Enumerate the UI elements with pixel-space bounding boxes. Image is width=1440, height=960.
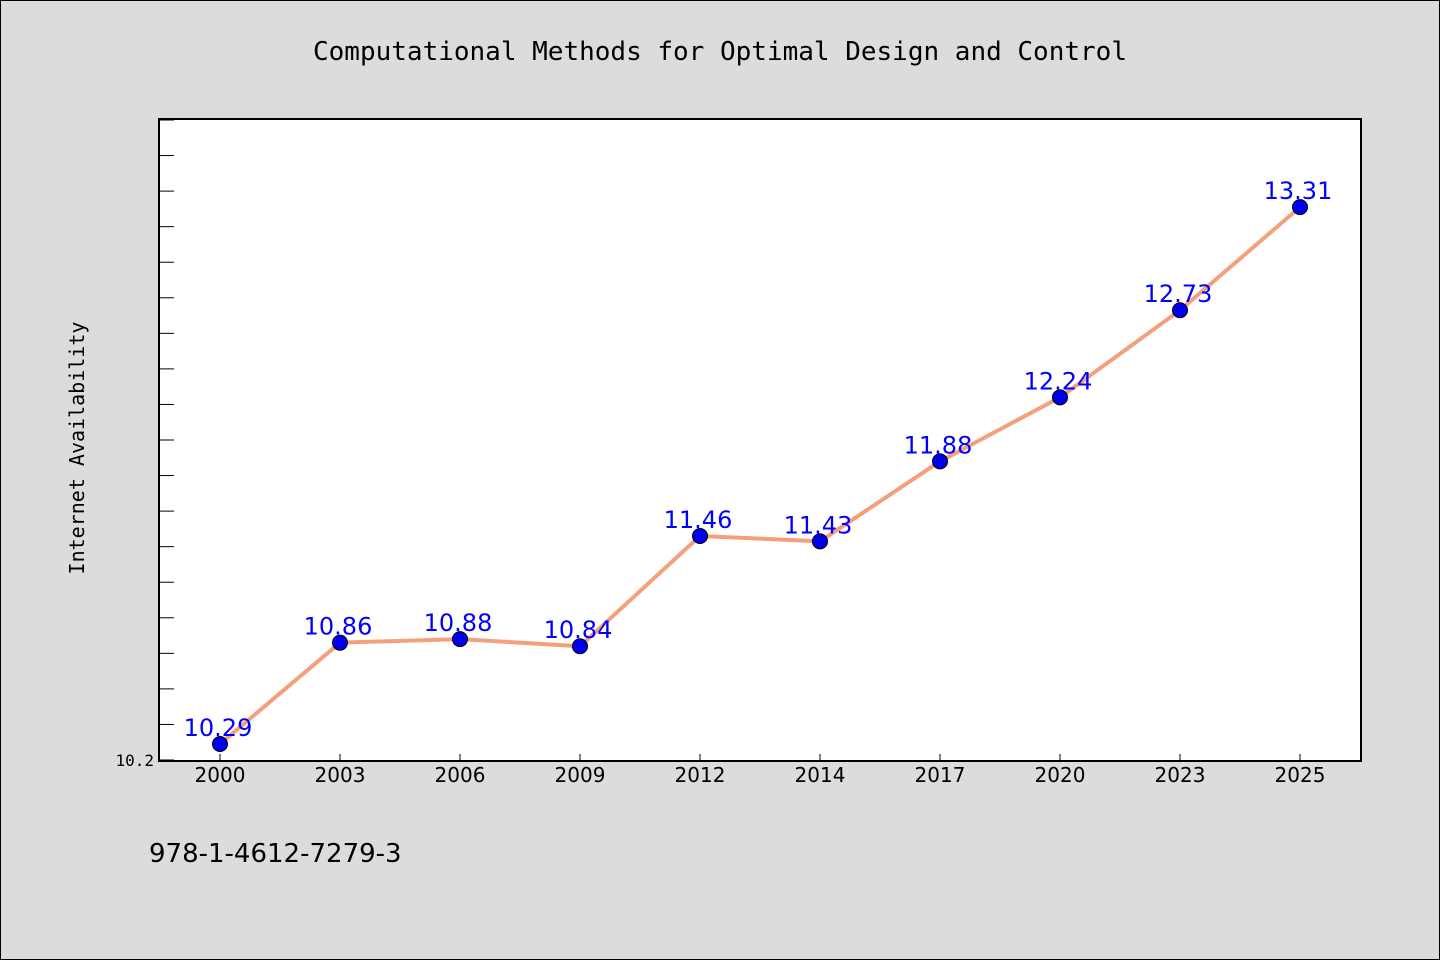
x-tick-label: 2012 <box>675 763 726 787</box>
y-axis-tick-labels: 10.2 <box>115 751 154 770</box>
x-tick-label: 2006 <box>435 763 486 787</box>
data-label: 11.88 <box>904 431 973 459</box>
x-axis-ticks <box>219 754 1301 760</box>
plot-area <box>159 119 1361 761</box>
x-tick-label: 2003 <box>315 763 366 787</box>
x-tick-label: 2020 <box>1035 763 1086 787</box>
x-tick-label: 2009 <box>555 763 606 787</box>
data-point <box>812 533 828 550</box>
plot-border <box>158 118 1362 762</box>
footer-isbn: 978-1-4612-7279-3 <box>149 839 402 869</box>
y-tick-label: 10.2 <box>115 751 154 770</box>
data-point <box>572 638 588 655</box>
data-point <box>452 631 468 648</box>
series-line <box>218 205 1302 746</box>
x-tick-label: 2014 <box>795 763 846 787</box>
data-label: 10.86 <box>304 613 373 641</box>
data-label: 11.43 <box>784 511 853 539</box>
data-label: 13.31 <box>1264 177 1333 205</box>
x-tick-label: 2023 <box>1155 763 1206 787</box>
data-label: 12.73 <box>1144 280 1213 308</box>
data-point <box>1052 389 1068 406</box>
x-tick-label: 2000 <box>195 763 246 787</box>
data-labels: 10.29 10.86 10.88 10.84 11.46 11.43 11.88 12.24… <box>184 177 1333 742</box>
chart-title: Computational Methods for Optimal Design… <box>313 37 1127 67</box>
data-label: 11.46 <box>664 506 733 534</box>
data-point <box>692 528 708 544</box>
x-axis-tick-labels: 2000 2003 2006 2009 2012 2014 2017 2020 2023 2025 <box>195 763 1326 787</box>
x-tick-label: 2025 <box>1275 763 1326 787</box>
data-point <box>932 453 948 470</box>
data-label: 12.24 <box>1024 367 1093 395</box>
data-label: 10.29 <box>184 714 253 742</box>
data-point <box>212 736 228 752</box>
x-tick-label: 2017 <box>915 763 966 787</box>
data-point <box>1292 199 1308 216</box>
y-axis-label: Internet Availability <box>65 322 89 575</box>
data-label: 10.84 <box>544 616 613 644</box>
series-markers <box>212 199 1308 752</box>
data-point <box>1172 302 1188 319</box>
data-point <box>332 634 348 651</box>
data-label: 10.88 <box>424 609 493 637</box>
